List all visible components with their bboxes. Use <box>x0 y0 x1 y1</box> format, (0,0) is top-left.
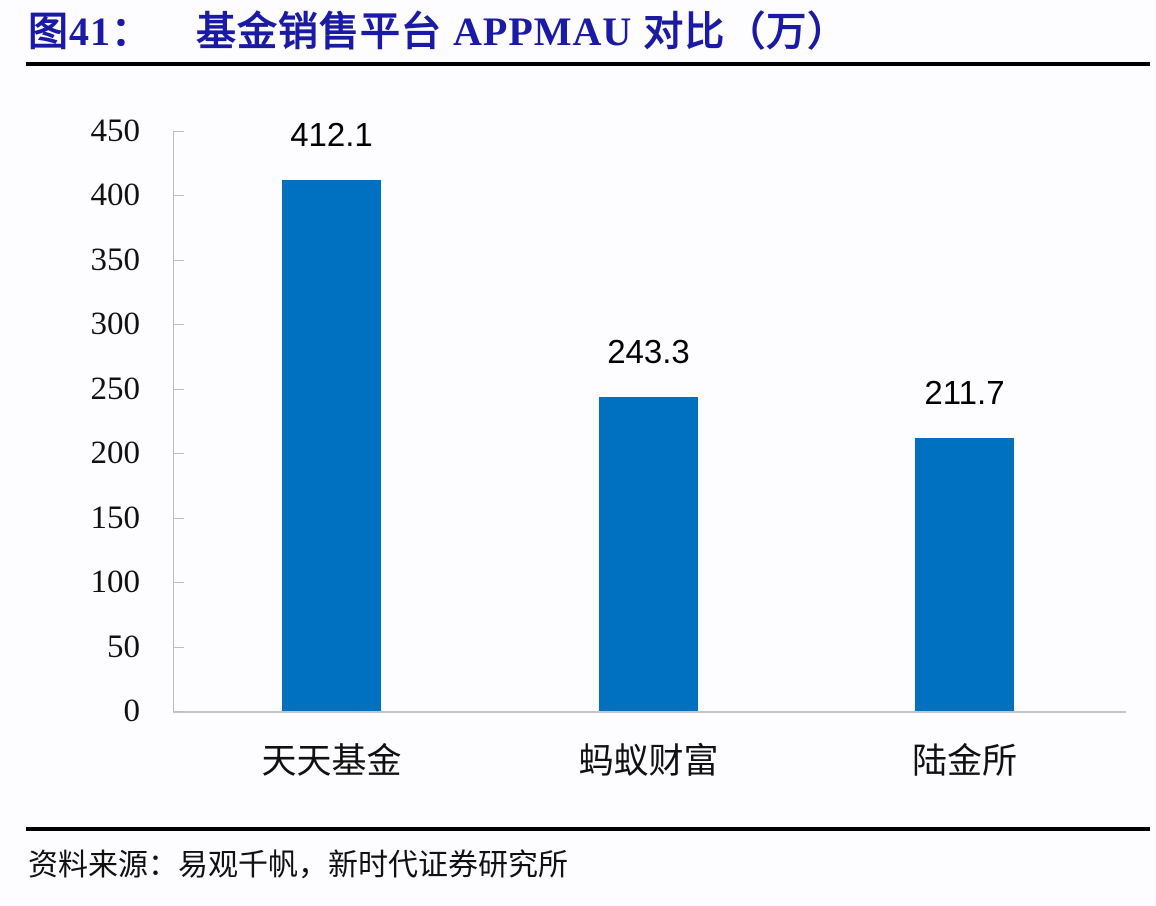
figure-label: 图41： <box>28 9 152 54</box>
source-note: 资料来源：易观千帆，新时代证券研究所 <box>28 848 568 883</box>
bottom-rule <box>26 827 1150 831</box>
y-tick-label: 150 <box>90 499 141 536</box>
y-tick-label: 400 <box>90 177 141 214</box>
y-tick-label: 300 <box>90 306 141 343</box>
y-tick <box>173 582 184 584</box>
y-axis <box>173 131 174 712</box>
y-tick <box>173 195 184 197</box>
title-text: 基金销售平台 APPMAU 对比（万） <box>196 9 849 54</box>
top-rule <box>26 62 1150 66</box>
y-tick <box>173 646 184 648</box>
y-tick <box>173 324 184 326</box>
y-tick <box>173 453 184 455</box>
y-tick-label: 250 <box>90 370 141 407</box>
y-tick <box>173 259 184 261</box>
bar <box>599 397 698 711</box>
y-tick-label: 350 <box>90 241 141 278</box>
y-tick <box>173 711 184 712</box>
bar <box>282 179 381 711</box>
y-tick <box>173 388 184 390</box>
x-category-label: 天天基金 <box>261 742 402 782</box>
data-label: 211.7 <box>924 374 1005 412</box>
y-tick-label: 450 <box>90 113 141 149</box>
x-axis <box>173 711 1126 713</box>
y-tick-label: 100 <box>90 564 141 601</box>
data-label: 412.1 <box>290 115 373 153</box>
x-category-label: 陆金所 <box>911 742 1017 782</box>
y-tick-label: 50 <box>107 628 140 665</box>
x-category-label: 蚂蚁财富 <box>578 742 719 782</box>
bar-chart: 0 50 100 150 200 250 300 350 400 450 412.1 天天基金 243… <box>90 113 1126 782</box>
y-tick-label: 200 <box>90 435 141 472</box>
data-label: 243.3 <box>607 333 690 371</box>
y-tick <box>173 517 184 519</box>
bar <box>915 438 1014 711</box>
y-tick-label: 0 <box>123 693 141 729</box>
y-tick <box>173 131 184 132</box>
chart-title: 图41： 基金销售平台 APPMAU 对比（万） <box>28 6 848 58</box>
